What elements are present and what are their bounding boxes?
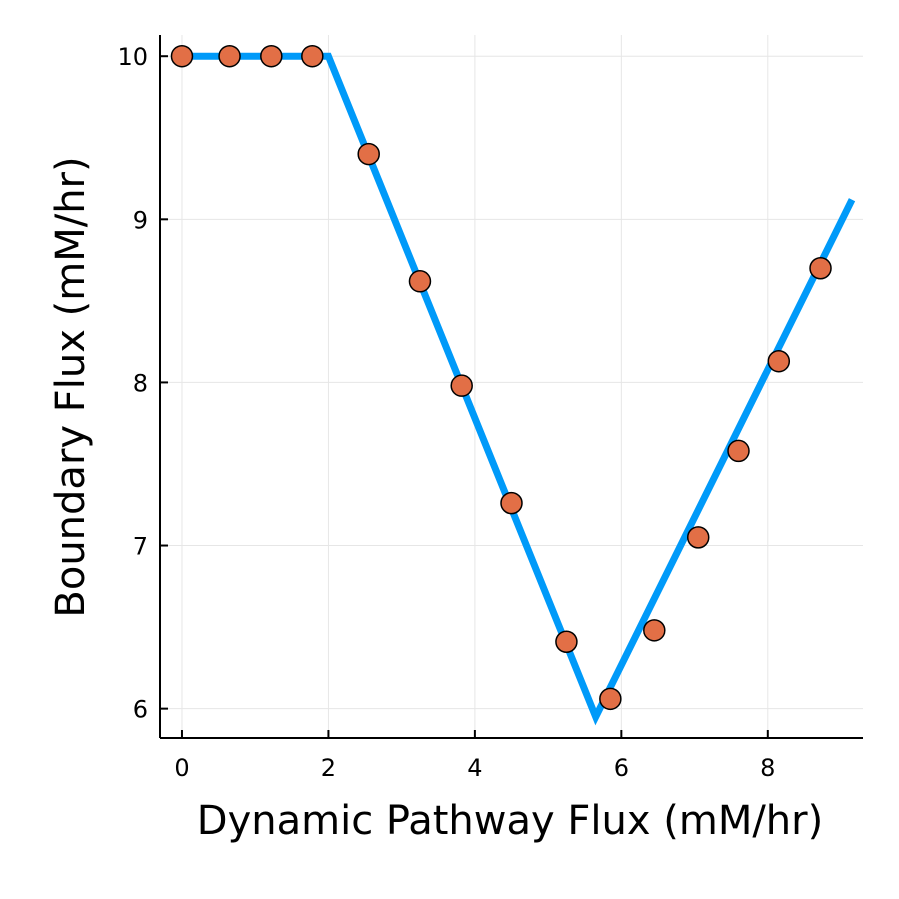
x-axis-title: Dynamic Pathway Flux (mM/hr) [197,798,823,844]
data-point [809,256,832,280]
data-point [301,44,324,68]
data-point [767,349,791,373]
x-tick-label: 0 [174,754,189,782]
data-point [218,44,241,68]
data-point [643,619,666,642]
y-tick-label: 9 [133,206,148,234]
series-layer [170,44,856,726]
x-tick-label: 6 [614,754,629,782]
data-point [450,374,473,397]
tick-marks [160,55,769,738]
grid-lines [160,35,863,738]
data-point [500,491,523,515]
y-axis-title: Boundary Flux (mM/hr) [48,156,94,617]
data-point [727,439,750,463]
series-line [181,52,856,726]
data-point [357,142,380,166]
y-tick-label: 6 [133,696,148,724]
data-point [408,270,432,293]
data-point [686,526,710,549]
data-point [599,687,622,711]
x-tick-label: 2 [321,754,336,782]
axes [159,35,863,739]
x-tick-label: 4 [467,754,482,782]
y-tick-label: 7 [133,533,148,561]
data-point [260,44,283,68]
data-point [170,44,194,68]
y-tick-label: 10 [117,43,148,71]
x-tick-label: 8 [760,754,775,782]
data-point [555,630,578,654]
tick-labels: 0 2 4 6 8 6 7 8 9 10 [117,43,775,782]
y-tick-label: 8 [133,369,148,397]
